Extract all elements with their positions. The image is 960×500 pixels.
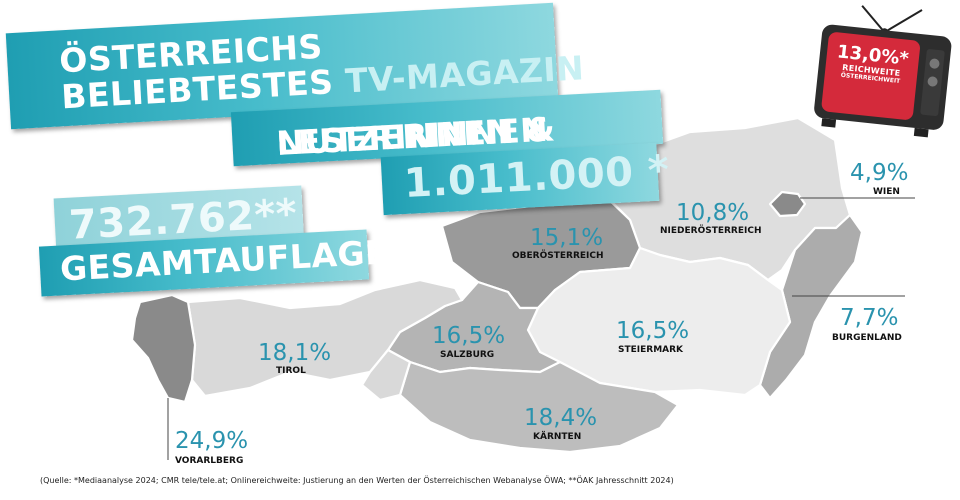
region-wien [768, 190, 807, 218]
circulation-label: GESAMTAUFLAGE [59, 232, 389, 289]
tirol-percent: 18,1% [258, 340, 332, 366]
region-vorarlberg [130, 293, 197, 404]
tirol-label: TIROL [276, 366, 306, 376]
steiermark-percent: 16,5% [616, 318, 690, 344]
kaernten-percent: 18,4% [524, 405, 598, 431]
vorarlberg-label: VORARLBERG [175, 456, 244, 466]
headline-line2-highlight: TV-MAGAZIN [344, 48, 586, 101]
region-kaernten [398, 360, 680, 454]
readers-number: 1.011.000 * [402, 147, 671, 208]
niederoesterreich-label: NIEDERÖSTERREICH [660, 226, 762, 236]
vorarlberg-percent: 24,9% [175, 428, 249, 454]
wien-percent: 4,9% [850, 160, 909, 186]
source-note: (Quelle: *Mediaanalyse 2024; CMR tele/te… [40, 476, 674, 485]
region-tirol [186, 278, 464, 398]
burgenland-label: BURGENLAND [832, 333, 902, 343]
niederoesterreich-percent: 10,8% [676, 200, 750, 226]
salzburg-label: SALZBURG [440, 350, 495, 360]
burgenland-percent: 7,7% [840, 305, 899, 331]
region-osttirol [360, 348, 412, 402]
oberoesterreich-percent: 15,1% [530, 225, 604, 251]
oberoesterreich-label: OBERÖSTERREICH [512, 251, 604, 261]
wien-label: WIEN [873, 187, 900, 197]
steiermark-label: STEIERMARK [618, 345, 684, 355]
salzburg-percent: 16,5% [432, 323, 506, 349]
kaernten-label: KÄRNTEN [533, 432, 582, 442]
